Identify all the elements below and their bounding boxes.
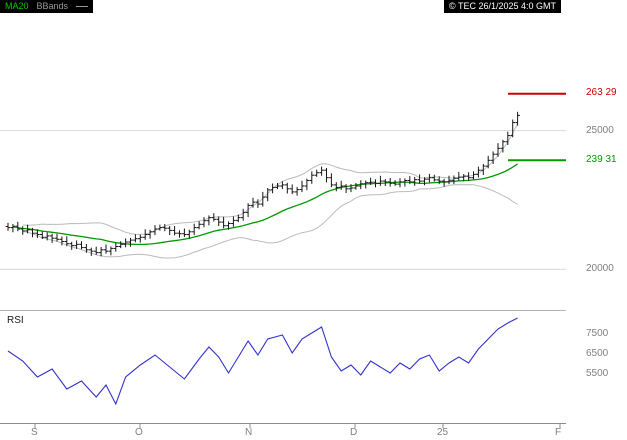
bbands-legend-label: BBands (36, 1, 69, 11)
rsi-panel-label: RSI (7, 315, 24, 326)
bbands-legend-line (76, 6, 89, 7)
x-axis-label-february: F (555, 427, 562, 438)
copyright-badge: © TEC 26/1/2025 4:0 GMT (444, 0, 562, 13)
resistance-label: 263 29 (586, 87, 617, 98)
x-axis-label-january25: 25 (437, 427, 449, 438)
x-axis-label-september: S (31, 427, 38, 438)
support-label: 239 31 (586, 154, 617, 165)
x-axis-label-december: D (350, 427, 358, 438)
price-axis-label-25000: 25000 (586, 125, 614, 136)
rsi-axis-label-6500: 6500 (586, 348, 609, 359)
rsi-axis-label-5500: 5500 (586, 368, 609, 379)
legend: MA20 BBands (0, 0, 94, 13)
ma20-legend-label: MA20 (5, 1, 29, 11)
x-axis-label-october: O (135, 427, 143, 438)
rsi-axis-label-7500: 7500 (586, 328, 609, 339)
x-axis-label-november: N (245, 427, 253, 438)
price-axis-label-20000: 20000 (586, 263, 614, 274)
